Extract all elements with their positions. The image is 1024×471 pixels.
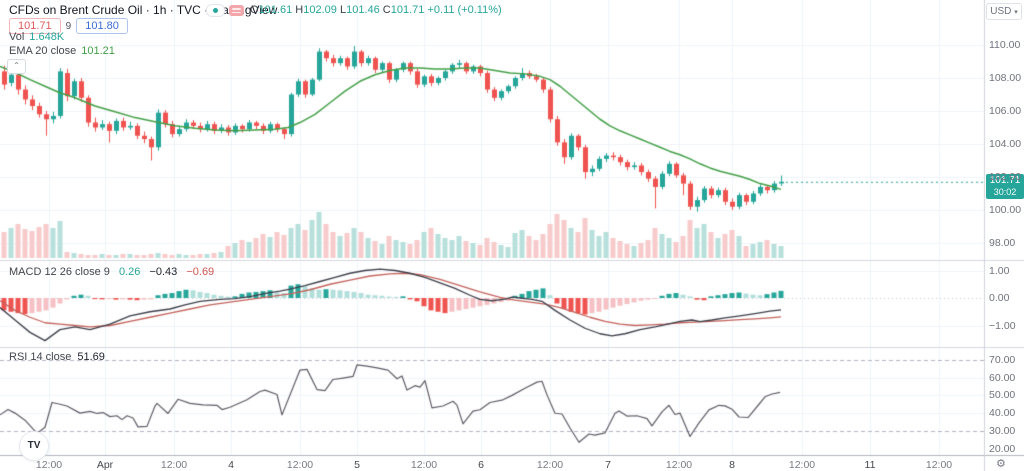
volume-legend: Vol 1.648K xyxy=(9,31,64,43)
menu-lines-icon[interactable] xyxy=(229,5,244,16)
ema-value: 101.21 xyxy=(81,45,115,57)
time-axis-label: 4 xyxy=(228,459,234,471)
time-axis-label: 7 xyxy=(605,459,611,471)
macd-legend: MACD 12 26 close 9 0.26 −0.43 −0.69 xyxy=(9,266,214,278)
teal-dot-icon xyxy=(213,8,218,13)
rsi-label: RSI 14 close xyxy=(9,351,72,363)
rsi-axis-label: 30.00 xyxy=(989,424,1016,437)
bar-countdown: 30:02 xyxy=(993,187,1017,197)
rsi-value: 51.69 xyxy=(77,351,105,363)
volume-value: 1.648K xyxy=(29,31,65,43)
time-axis-label: 5 xyxy=(354,459,360,471)
time-axis-label: 12:00 xyxy=(160,459,188,471)
volume-label: Vol xyxy=(9,31,25,43)
macd-line-value: −0.43 xyxy=(149,266,178,278)
price-axis-label: 100.00 xyxy=(989,204,1022,216)
spread-value: 9 xyxy=(65,20,72,32)
time-axis-label: 12:00 xyxy=(35,459,63,471)
low-label: L xyxy=(339,4,347,16)
ema-legend: EMA 20 close 101.21 xyxy=(9,45,115,57)
sell-button[interactable]: 101.71 xyxy=(9,18,61,34)
time-axis-label: 12:00 xyxy=(536,459,564,471)
close-value: 101.71 xyxy=(390,4,425,16)
buy-button[interactable]: 101.80 xyxy=(76,18,128,34)
price-axis-label: 104.00 xyxy=(989,138,1022,150)
currency-label: USD xyxy=(990,6,1012,17)
rsi-legend: RSI 14 close 51.69 xyxy=(9,351,105,363)
time-axis-label: Apr xyxy=(96,459,114,471)
time-axis-label: 12:00 xyxy=(788,459,816,471)
macd-hist-value: 0.26 xyxy=(118,266,141,278)
macd-signal-value: −0.69 xyxy=(186,266,215,278)
time-axis-label: 12:00 xyxy=(925,459,953,471)
close-label: C xyxy=(382,4,391,16)
price-axis-label: 108.00 xyxy=(989,72,1022,84)
macd-axis-label: −1.00 xyxy=(989,319,1016,332)
macd-axis-label: 1.00 xyxy=(989,264,1010,277)
ema-label: EMA 20 close xyxy=(9,45,77,57)
macd-label: MACD 12 26 close 9 xyxy=(9,266,110,278)
time-axis-label: 12:00 xyxy=(665,459,693,471)
chevron-up-icon: ⌃ xyxy=(13,61,20,70)
price-axis-label: 106.00 xyxy=(989,105,1022,117)
current-price-value: 101.71 xyxy=(989,175,1021,186)
price-axis-label: 98.00 xyxy=(989,237,1016,249)
rsi-axis-label: 60.00 xyxy=(989,371,1016,384)
ohlc-readout: O101.61 H102.09 L101.46 C101.71 +0.11 (+… xyxy=(250,4,502,16)
high-label: H xyxy=(295,4,304,16)
rsi-axis-label: 50.00 xyxy=(989,389,1016,402)
time-axis-label: 12:00 xyxy=(286,459,314,471)
time-axis-label: 11 xyxy=(864,459,876,471)
time-axis-label: 8 xyxy=(729,459,735,471)
rsi-axis-label: 40.00 xyxy=(989,407,1016,420)
time-axis-label: 6 xyxy=(478,459,484,471)
low-value: 101.46 xyxy=(346,4,380,16)
indicator-dot-icon[interactable] xyxy=(206,4,225,17)
rsi-axis-label: 70.00 xyxy=(989,354,1016,366)
trade-buttons: 101.71 9 101.80 xyxy=(9,18,128,34)
currency-dropdown[interactable]: USD ▾ xyxy=(986,3,1022,20)
chevron-down-icon: ▾ xyxy=(1014,9,1018,16)
rsi-axis-label: 20.00 xyxy=(989,442,1016,455)
tv-logo-glyph: TV xyxy=(27,440,41,451)
time-axis-settings-gear-icon[interactable]: ⚙ xyxy=(996,458,1006,470)
tradingview-logo[interactable]: TV xyxy=(19,431,49,461)
high-value: 102.09 xyxy=(303,4,337,16)
macd-axis-label: 0.00 xyxy=(989,292,1010,304)
legend-quick-actions xyxy=(206,4,244,17)
open-value: 101.61 xyxy=(258,4,293,16)
current-price-badge: 101.71 30:02 xyxy=(986,174,1024,199)
price-axis-label: 110.00 xyxy=(989,39,1021,51)
open-label: O xyxy=(250,4,259,16)
time-axis-label: 12:00 xyxy=(410,459,438,471)
change-value: +0.11 (+0.11%) xyxy=(427,4,502,16)
price-axis-label: 102.00 xyxy=(989,171,1022,183)
collapse-pane-button[interactable]: ⌃ xyxy=(7,59,26,74)
